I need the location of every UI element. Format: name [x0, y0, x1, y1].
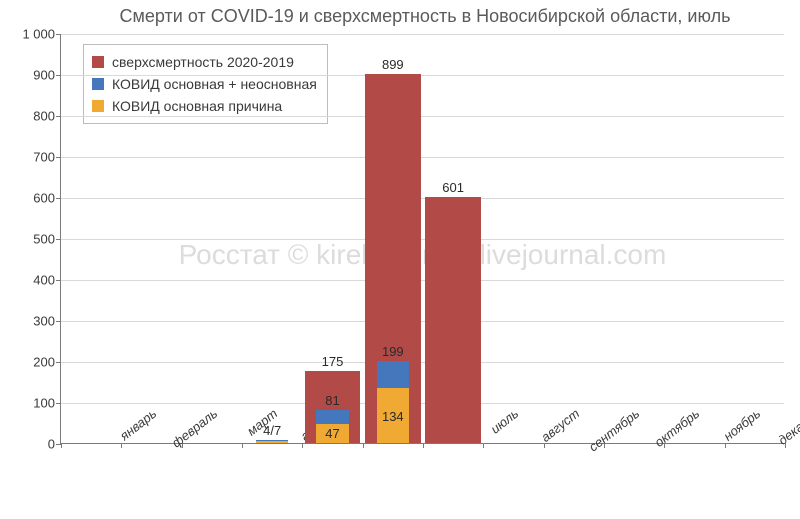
- chart: Смерти от COVID-19 и сверхсмертность в Н…: [0, 0, 800, 519]
- y-axis-label: 900: [33, 68, 61, 83]
- y-axis-label: 400: [33, 273, 61, 288]
- bar-cluster: 601: [425, 33, 481, 443]
- bar-excess: [425, 197, 481, 443]
- bar-label: 4/7: [256, 423, 288, 438]
- bar-cluster: [486, 33, 542, 443]
- bar-cluster: 175 81 47: [305, 33, 361, 443]
- y-axis-label: 1 000: [22, 27, 61, 42]
- plot-area: Росстат © kirekina-new.livejournal.com с…: [60, 34, 784, 444]
- y-axis-label: 600: [33, 191, 61, 206]
- bar-covid_main: [256, 441, 288, 443]
- bar-cluster: [727, 33, 783, 443]
- bar-cluster: [63, 33, 119, 443]
- bar-label: 601: [425, 180, 481, 195]
- y-axis-label: 800: [33, 109, 61, 124]
- x-tick: [61, 443, 62, 448]
- bar-label: 134: [377, 409, 409, 424]
- bar-label: 47: [316, 426, 348, 441]
- bar-cluster: 899 199 134: [365, 33, 421, 443]
- bar-cluster: 4/7: [244, 33, 300, 443]
- y-axis-label: 500: [33, 232, 61, 247]
- bar-label: 81: [316, 393, 348, 408]
- y-axis-label: 300: [33, 314, 61, 329]
- bar-label: 199: [377, 344, 409, 359]
- y-axis-label: 0: [48, 437, 61, 452]
- bar-label: 175: [305, 354, 361, 369]
- bar-cluster: [667, 33, 723, 443]
- bar-cluster: [546, 33, 602, 443]
- y-axis-label: 200: [33, 355, 61, 370]
- chart-title: Смерти от COVID-19 и сверхсмертность в Н…: [60, 6, 790, 27]
- bar-cluster: [606, 33, 662, 443]
- bar-label: 899: [365, 57, 421, 72]
- y-axis-label: 100: [33, 396, 61, 411]
- bar-cluster: [124, 33, 180, 443]
- y-axis-label: 700: [33, 150, 61, 165]
- bar-cluster: [184, 33, 240, 443]
